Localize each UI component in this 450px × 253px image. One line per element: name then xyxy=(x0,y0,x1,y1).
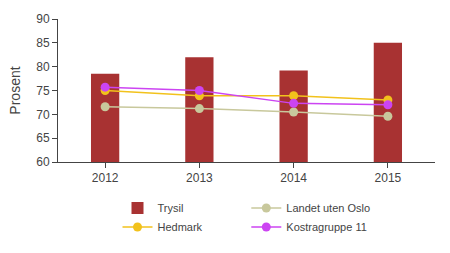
svg-text:2012: 2012 xyxy=(92,171,119,185)
svg-text:Landet uten Oslo: Landet uten Oslo xyxy=(286,202,370,214)
svg-text:90: 90 xyxy=(36,12,50,26)
svg-text:85: 85 xyxy=(36,36,50,50)
svg-text:Hedmark: Hedmark xyxy=(158,221,203,233)
svg-text:2013: 2013 xyxy=(186,171,213,185)
svg-text:70: 70 xyxy=(36,108,50,122)
svg-text:80: 80 xyxy=(36,60,50,74)
svg-text:Kostragruppe 11: Kostragruppe 11 xyxy=(286,221,367,233)
svg-text:60: 60 xyxy=(36,155,50,169)
svg-text:Trysil: Trysil xyxy=(158,202,184,214)
svg-text:Prosent: Prosent xyxy=(7,66,23,114)
svg-text:2014: 2014 xyxy=(280,171,307,185)
svg-text:75: 75 xyxy=(36,84,50,98)
svg-text:2015: 2015 xyxy=(375,171,402,185)
svg-text:65: 65 xyxy=(36,131,50,145)
